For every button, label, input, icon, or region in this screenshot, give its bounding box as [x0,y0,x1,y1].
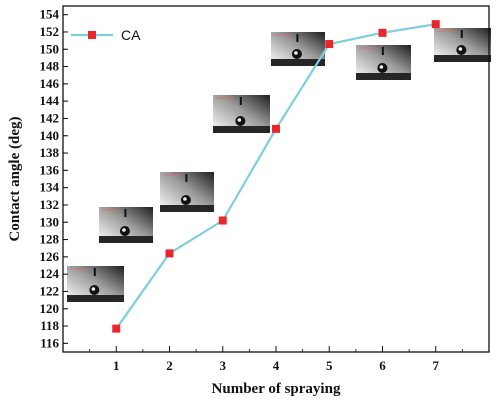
x-tick-label: 2 [166,358,173,373]
y-axis-title: Contact angle (deg) [7,117,23,242]
droplet-highlight [379,65,384,69]
droplet-image-7 [434,28,491,62]
droplet-needle [381,47,384,55]
y-tick-label: 124 [40,266,60,281]
droplet-highlight [183,197,187,201]
series-ca [112,20,440,333]
y-tick-label: 130 [40,214,60,229]
y-tick-label: 148 [40,59,60,74]
droplet-needle [185,174,188,182]
droplet-images [67,28,491,302]
data-point [431,20,440,29]
y-tick-label: 144 [40,93,60,108]
y-tick-label: 122 [40,283,60,298]
y-tick-label: 128 [40,232,60,247]
legend: CA [71,27,141,43]
y-tick-label: 118 [40,318,59,333]
y-tick-label: 142 [40,110,60,125]
x-tick-label: 1 [113,358,120,373]
axis-ticks: 1161181201221241261281301321341361381401… [40,7,463,373]
x-tick-label: 3 [220,358,227,373]
droplet-image-1 [67,266,124,302]
data-point [112,324,121,333]
droplet-image-2 [99,207,153,243]
x-tick-label: 7 [433,358,440,373]
y-tick-label: 146 [40,76,60,91]
data-point [325,40,334,49]
legend-marker-ca [88,31,96,39]
y-tick-label: 136 [40,162,60,177]
y-tick-label: 132 [40,197,60,212]
droplet-needle [296,34,299,42]
droplet-image-6 [356,45,411,80]
droplet-image-3 [160,172,214,212]
y-tick-label: 138 [40,145,60,160]
legend-label-ca: CA [121,27,141,43]
droplet-substrate [160,205,214,212]
y-tick-label: 134 [40,180,60,195]
data-point [378,28,387,37]
droplet-substrate [67,295,124,302]
y-tick-label: 154 [40,7,60,22]
droplet-highlight [458,47,463,51]
droplet-needle [460,30,463,38]
data-point [165,249,174,258]
droplet-needle [93,268,96,276]
y-tick-label: 140 [40,128,60,143]
y-tick-label: 116 [40,335,59,350]
x-axis-title: Number of spraying [212,381,341,397]
droplet-substrate [213,126,270,133]
data-point [218,216,227,225]
y-tick-label: 152 [40,24,60,39]
y-tick-label: 150 [40,41,60,56]
y-tick-label: 126 [40,249,60,264]
x-tick-label: 4 [273,358,280,373]
droplet-substrate [99,236,153,243]
droplet-highlight [237,118,242,122]
droplet-substrate [271,59,325,66]
droplet-image-5 [271,32,325,66]
x-tick-label: 6 [379,358,386,373]
droplet-highlight [122,228,126,232]
y-tick-label: 120 [40,301,60,316]
droplet-substrate [356,73,411,80]
droplet-highlight [294,51,298,55]
droplet-substrate [434,55,491,62]
droplet-needle [239,97,242,105]
droplet-image-4 [213,95,270,133]
droplet-highlight [91,287,96,291]
droplet-needle [124,209,127,217]
data-point [272,124,280,133]
x-tick-label: 5 [326,358,333,373]
